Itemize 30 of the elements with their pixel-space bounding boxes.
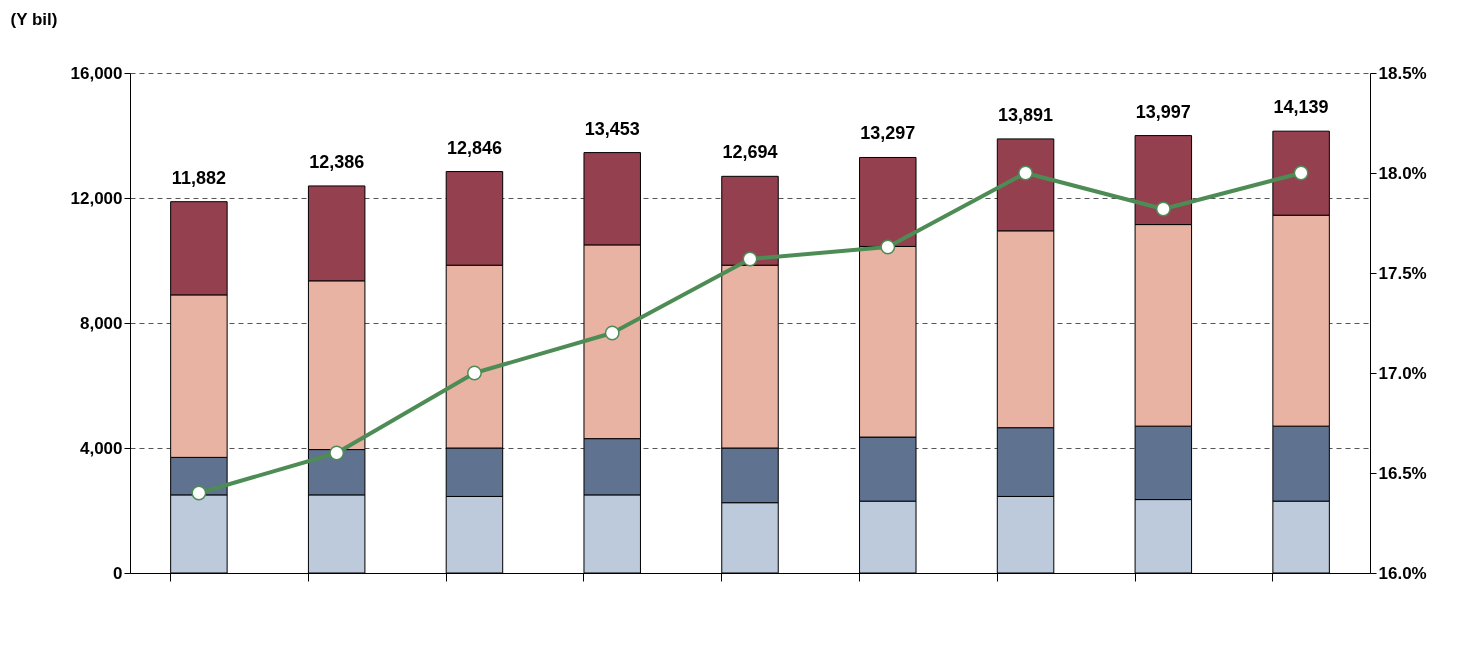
y-tick-label: 4,000: [79, 438, 123, 458]
total-label: 12,386: [309, 151, 365, 172]
y2-tick-label: 18.0%: [1378, 163, 1427, 183]
point: [604, 325, 620, 341]
total-label: 11,882: [171, 167, 226, 188]
total-label: 13,297: [860, 123, 916, 144]
point: [1293, 165, 1309, 181]
total-label: 12,694: [722, 142, 778, 163]
total-label: 13,891: [998, 104, 1054, 125]
y2-tick-label: 17.0%: [1378, 363, 1427, 383]
point: [329, 445, 345, 461]
total-label: 12,846: [446, 137, 502, 158]
point: [191, 485, 207, 501]
y-tick-label: 16,000: [70, 63, 123, 83]
point: [466, 365, 482, 381]
total-label: 14,139: [1273, 97, 1329, 118]
point: [742, 251, 758, 267]
y-tick-label: 8,000: [79, 313, 123, 333]
y2-tick-label: 17.5%: [1378, 263, 1427, 283]
y2-tick-label: 16.0%: [1378, 563, 1427, 583]
total-label: 13,453: [584, 118, 640, 139]
point: [1018, 165, 1034, 181]
y-tick-label: 0: [113, 563, 123, 583]
y-tick-label: 12,000: [70, 188, 123, 208]
total-label: 13,997: [1135, 101, 1191, 122]
y2-tick-label: 18.5%: [1378, 63, 1427, 83]
point: [1155, 201, 1171, 217]
point: [880, 239, 896, 255]
y2-tick-label: 16.5%: [1378, 463, 1427, 483]
y-axis-title: (Y bil): [10, 9, 58, 29]
